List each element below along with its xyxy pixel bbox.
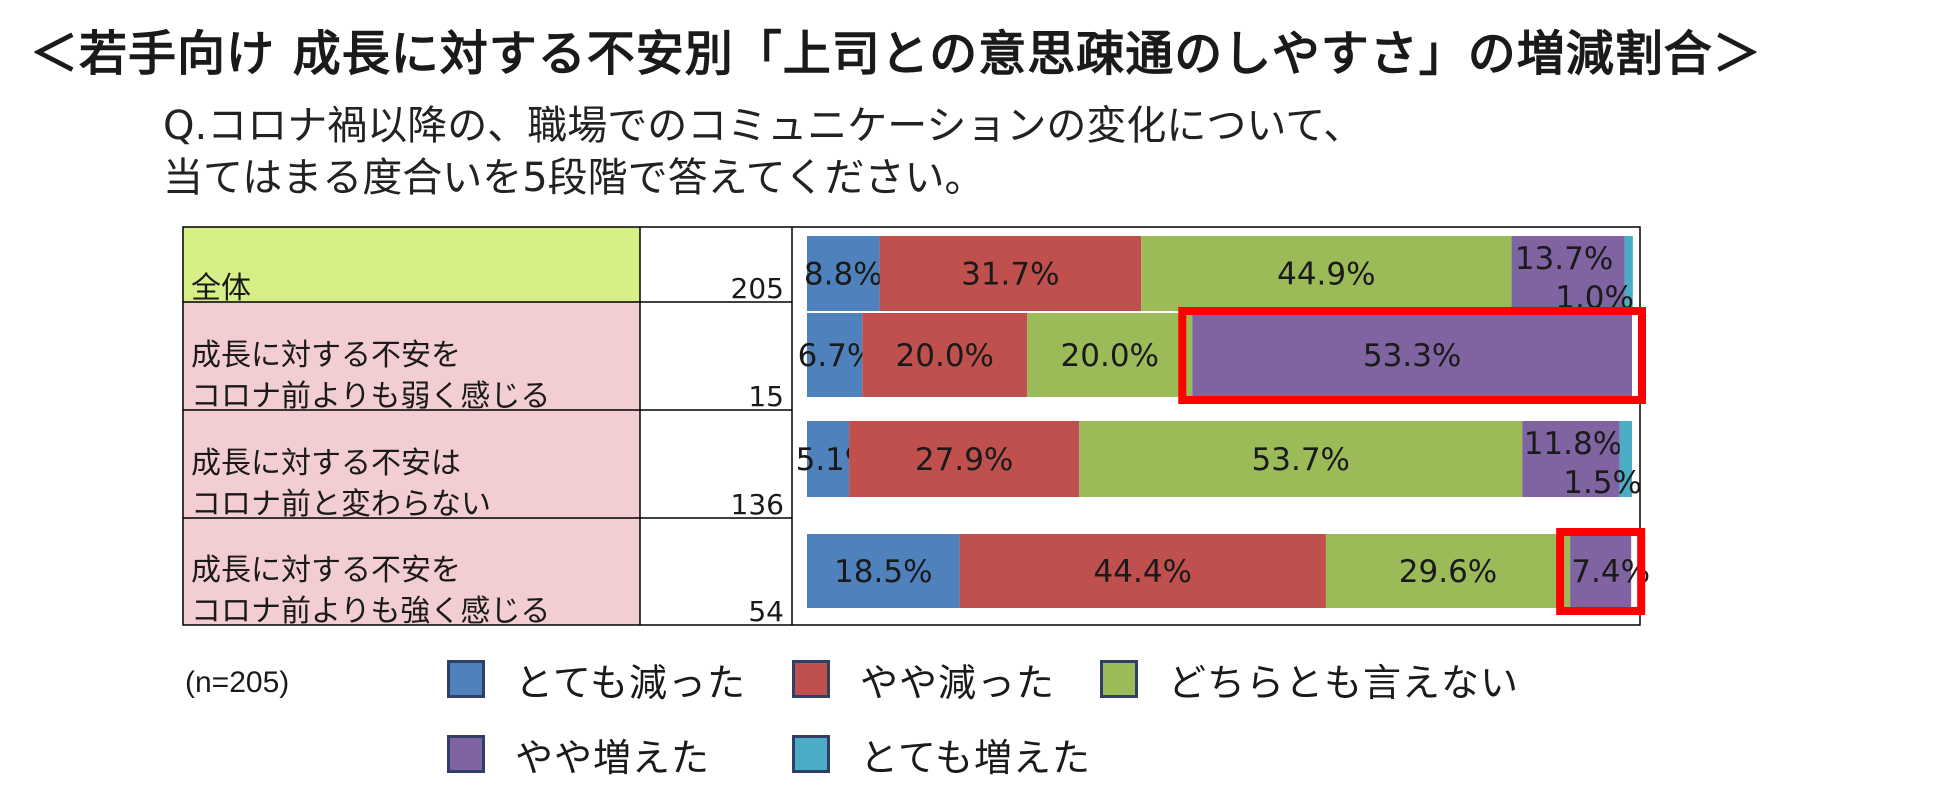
category-label-line: 成長に対する不安を <box>191 338 461 373</box>
data-label-とても減った-row-0: 8.8% <box>804 257 883 293</box>
data-label-どちらとも言えない-row-1: 20.0% <box>1061 338 1159 374</box>
row-label-bg-0 <box>183 227 640 302</box>
category-label-line: 成長に対する不安は <box>191 446 461 481</box>
question-line-2: 当てはまる度合いを5段階で答えてください。 <box>163 155 985 201</box>
bar-どちらとも言えない-row-3 <box>1325 534 1571 608</box>
bar-やや減った-row-3 <box>959 534 1326 608</box>
sample-size-value-2: 136 <box>731 488 784 521</box>
bar-やや増えた-row-2 <box>1522 421 1620 497</box>
legend-label-slightly-decreased: やや減った <box>860 660 1056 705</box>
legend-label-slightly-increased: やや増えた <box>515 735 711 780</box>
data-label-やや増えた-row-0: 13.7% <box>1515 241 1613 277</box>
data-label-とても増えた-row-2: 1.5% <box>1563 465 1642 501</box>
data-label-どちらとも言えない-row-3: 29.6% <box>1399 554 1497 590</box>
legend-swatch-very-decreased <box>447 660 485 698</box>
data-label-どちらとも言えない-row-2: 53.7% <box>1252 442 1350 478</box>
bar-とても増えた-row-2 <box>1619 421 1632 497</box>
category-label-0: 全体 <box>191 271 251 306</box>
legend-item-neutral: どちらとも言えない <box>1100 657 1519 705</box>
data-label-とても減った-row-3: 18.5% <box>834 554 932 590</box>
legend-label-neutral: どちらとも言えない <box>1168 660 1520 705</box>
question-line-1: Q.コロナ禍以降の、職場でのコミュニケーションの変化について、 <box>163 103 1364 149</box>
category-label-line: 全体 <box>191 271 251 306</box>
sample-size-value-0: 205 <box>731 272 784 305</box>
category-label-1: 成長に対する不安をコロナ前よりも弱く感じる <box>191 338 550 414</box>
page-title: ＜若手向け 成長に対する不安別「上司との意思疎通のしやすさ」の増減割合＞ <box>30 26 1762 82</box>
category-label-line: コロナ前よりも弱く感じる <box>191 379 550 414</box>
sample-size-value-1: 15 <box>748 380 784 413</box>
data-label-やや減った-row-2: 27.9% <box>915 442 1013 478</box>
legend-item-very-increased: とても増えた <box>792 732 1091 780</box>
legend-swatch-neutral <box>1100 660 1138 698</box>
bar-どちらとも言えない-row-1 <box>1027 313 1193 397</box>
category-label-2: 成長に対する不安はコロナ前と変わらない <box>191 446 491 522</box>
table-border <box>182 226 1641 626</box>
row-label-bg-3 <box>183 518 640 625</box>
bar-やや減った-row-2 <box>849 421 1080 497</box>
bar-とても減った-row-0 <box>807 236 880 311</box>
bar-やや増えた-row-3 <box>1570 534 1632 608</box>
category-label-line: 成長に対する不安を <box>191 553 461 588</box>
row-label-bg-1 <box>183 302 640 410</box>
bar-とても減った-row-2 <box>807 421 850 497</box>
sample-size-value-3: 54 <box>748 595 784 628</box>
sample-size-note: (n=205) <box>185 666 290 699</box>
bar-とても減った-row-3 <box>807 534 960 608</box>
data-label-やや増えた-row-2: 11.8% <box>1524 426 1622 462</box>
bar-とても増えた-row-0 <box>1624 236 1633 311</box>
category-label-line: コロナ前よりも強く感じる <box>191 594 550 629</box>
legend-swatch-slightly-increased <box>447 735 485 773</box>
legend-item-slightly-increased: やや増えた <box>447 732 710 780</box>
data-label-やや減った-row-1: 20.0% <box>896 338 994 374</box>
highlight-box-1 <box>1556 528 1646 615</box>
data-label-やや減った-row-3: 44.4% <box>1094 554 1192 590</box>
legend-label-very-decreased: とても減った <box>515 660 746 705</box>
legend-swatch-slightly-decreased <box>792 660 830 698</box>
bar-やや減った-row-1 <box>862 313 1028 397</box>
category-label-3: 成長に対する不安をコロナ前よりも強く感じる <box>191 553 550 629</box>
highlight-box-0 <box>1178 307 1647 404</box>
legend-swatch-very-increased <box>792 735 830 773</box>
bar-やや減った-row-0 <box>879 236 1142 311</box>
data-label-やや増えた-row-3: 7.4% <box>1571 554 1650 590</box>
legend-item-very-decreased: とても減った <box>447 657 746 705</box>
data-label-やや減った-row-0: 31.7% <box>961 257 1059 293</box>
row-label-bg-2 <box>183 410 640 518</box>
bar-やや増えた-row-1 <box>1192 313 1632 397</box>
category-label-line: コロナ前と変わらない <box>191 487 491 522</box>
bar-やや増えた-row-0 <box>1511 236 1625 311</box>
data-label-やや増えた-row-1: 53.3% <box>1363 338 1461 374</box>
survey-question: Q.コロナ禍以降の、職場でのコミュニケーションの変化について、 当てはまる度合い… <box>163 100 1363 204</box>
bar-どちらとも言えない-row-2 <box>1079 421 1523 497</box>
bar-どちらとも言えない-row-0 <box>1141 236 1512 311</box>
legend-label-very-increased: とても増えた <box>860 735 1091 780</box>
legend-item-slightly-decreased: やや減った <box>792 657 1055 705</box>
data-label-どちらとも言えない-row-0: 44.9% <box>1277 257 1375 293</box>
bar-とても減った-row-1 <box>807 313 863 397</box>
